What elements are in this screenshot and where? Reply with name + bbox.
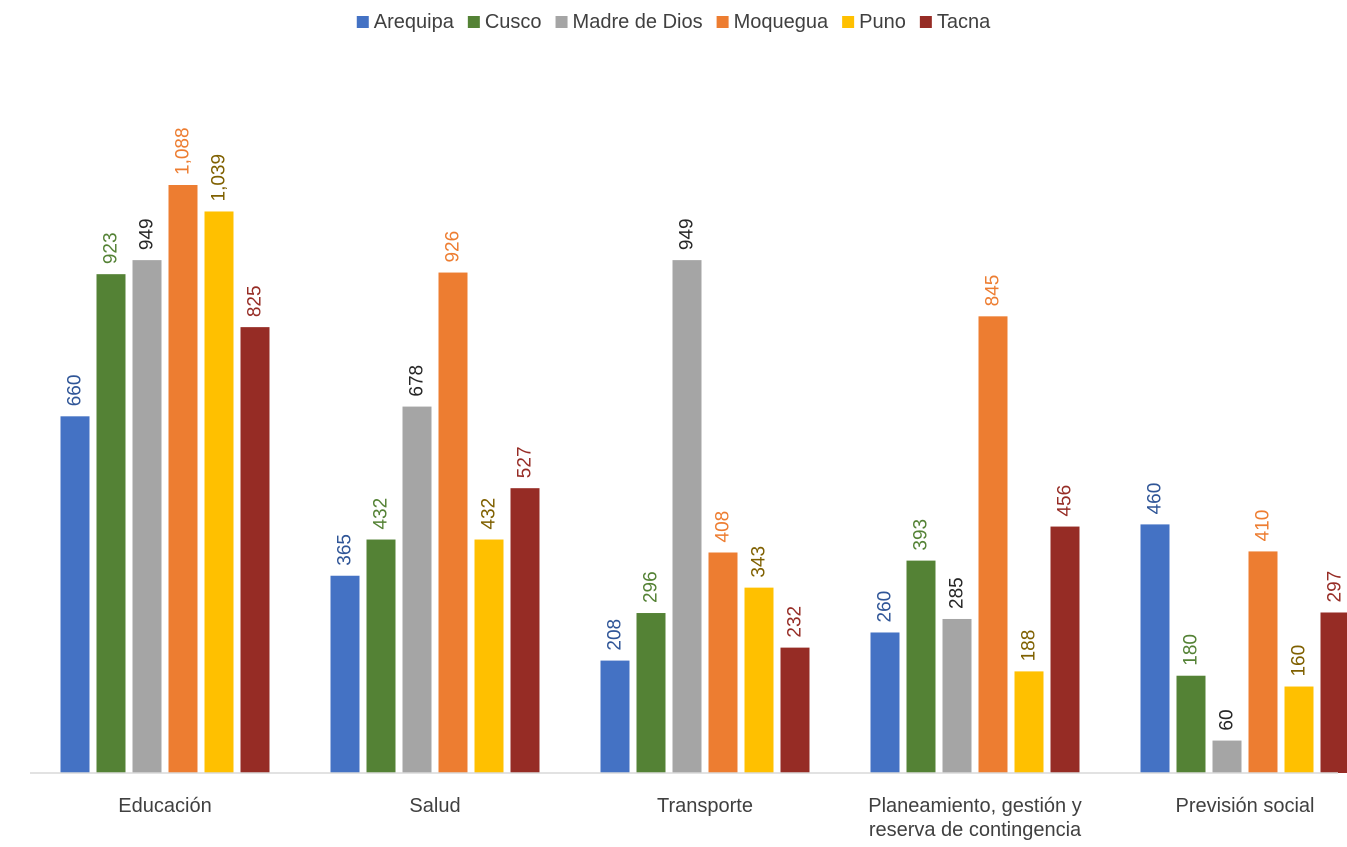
bar-tacna-5: [1321, 612, 1347, 773]
x-tick-label-5: Previsión social: [1176, 795, 1315, 817]
value-label-moquegua-1: 1,088: [173, 127, 194, 175]
legend-swatch-moquegua: [717, 16, 729, 28]
value-label-cusco-3: 296: [641, 571, 662, 603]
bar-arequipa-3: [601, 661, 630, 773]
value-label-puno-1: 1,039: [209, 154, 230, 202]
value-label-cusco-2: 432: [371, 498, 392, 530]
value-label-puno-5: 160: [1289, 645, 1310, 677]
value-label-arequipa-4: 260: [875, 591, 896, 623]
legend-swatch-puno: [842, 16, 854, 28]
value-label-arequipa-2: 365: [335, 534, 356, 566]
value-label-tacna-2: 527: [515, 446, 536, 478]
bar-madre-de-dios-3: [673, 260, 702, 773]
value-label-madre-de-dios-2: 678: [407, 365, 428, 397]
bar-puno-2: [475, 540, 504, 773]
bar-moquegua-4: [979, 316, 1008, 773]
bar-moquegua-3: [709, 553, 738, 774]
value-label-tacna-3: 232: [785, 606, 806, 638]
bar-cusco-4: [907, 561, 936, 773]
bar-cusco-1: [97, 274, 126, 773]
bars: [61, 185, 1347, 773]
value-label-arequipa-3: 208: [605, 619, 626, 651]
bar-arequipa-2: [331, 576, 360, 773]
bar-puno-5: [1285, 687, 1314, 773]
value-label-madre-de-dios-4: 285: [947, 577, 968, 609]
value-label-arequipa-1: 660: [65, 375, 86, 407]
value-label-cusco-1: 923: [101, 232, 122, 264]
bar-madre-de-dios-4: [943, 619, 972, 773]
x-tick-label-3: Transporte: [657, 795, 753, 817]
bar-tacna-1: [241, 327, 270, 773]
value-label-madre-de-dios-3: 949: [677, 218, 698, 250]
bar-cusco-5: [1177, 676, 1206, 773]
value-label-moquegua-2: 926: [443, 231, 464, 263]
bar-madre-de-dios-2: [403, 407, 432, 773]
x-axis-tick-labels: Educación Salud Transporte Planeamiento, ge…: [118, 795, 1314, 841]
legend-label-arequipa: Arequipa: [374, 11, 455, 33]
value-label-cusco-4: 393: [911, 519, 932, 551]
legend-label-puno: Puno: [859, 11, 906, 33]
value-label-tacna-5: 297: [1325, 571, 1346, 603]
legend-swatch-tacna: [920, 16, 932, 28]
bar-moquegua-1: [169, 185, 198, 773]
bar-madre-de-dios-5: [1213, 741, 1242, 773]
legend-swatch-madre-de-dios: [556, 16, 568, 28]
value-label-arequipa-5: 460: [1145, 483, 1166, 515]
value-label-madre-de-dios-5: 60: [1217, 709, 1238, 730]
value-label-tacna-1: 825: [245, 285, 266, 317]
value-label-moquegua-4: 845: [983, 275, 1004, 307]
legend-label-madre-de-dios: Madre de Dios: [573, 11, 703, 33]
value-label-tacna-4: 456: [1055, 485, 1076, 517]
bar-cusco-3: [637, 613, 666, 773]
bar-tacna-2: [511, 488, 540, 773]
legend-label-cusco: Cusco: [485, 11, 542, 33]
bar-moquegua-5: [1249, 551, 1278, 773]
value-label-cusco-5: 180: [1181, 634, 1202, 666]
x-tick-label-2: Salud: [409, 795, 460, 817]
bar-arequipa-5: [1141, 524, 1170, 773]
bar-cusco-2: [367, 540, 396, 773]
bar-puno-1: [205, 211, 234, 773]
value-label-puno-3: 343: [749, 546, 770, 578]
bar-madre-de-dios-1: [133, 260, 162, 773]
bar-arequipa-1: [61, 416, 90, 773]
legend-label-tacna: Tacna: [937, 11, 991, 33]
value-label-madre-de-dios-1: 949: [137, 218, 158, 250]
value-label-moquegua-3: 408: [713, 511, 734, 543]
legend-swatch-cusco: [468, 16, 480, 28]
bar-arequipa-4: [871, 632, 900, 773]
bar-moquegua-2: [439, 273, 468, 773]
bar-tacna-4: [1051, 527, 1080, 773]
value-label-puno-4: 188: [1019, 630, 1040, 662]
bar-puno-4: [1015, 671, 1044, 773]
legend: Arequipa Cusco Madre de Dios Moquegua Puno Ta…: [357, 11, 991, 33]
legend-label-moquegua: Moquegua: [734, 11, 829, 33]
bar-puno-3: [745, 588, 774, 773]
legend-swatch-arequipa: [357, 16, 369, 28]
value-label-moquegua-5: 410: [1253, 510, 1274, 542]
x-tick-label-1: Educación: [118, 795, 211, 817]
value-label-puno-2: 432: [479, 498, 500, 530]
bar-tacna-3: [781, 648, 810, 773]
